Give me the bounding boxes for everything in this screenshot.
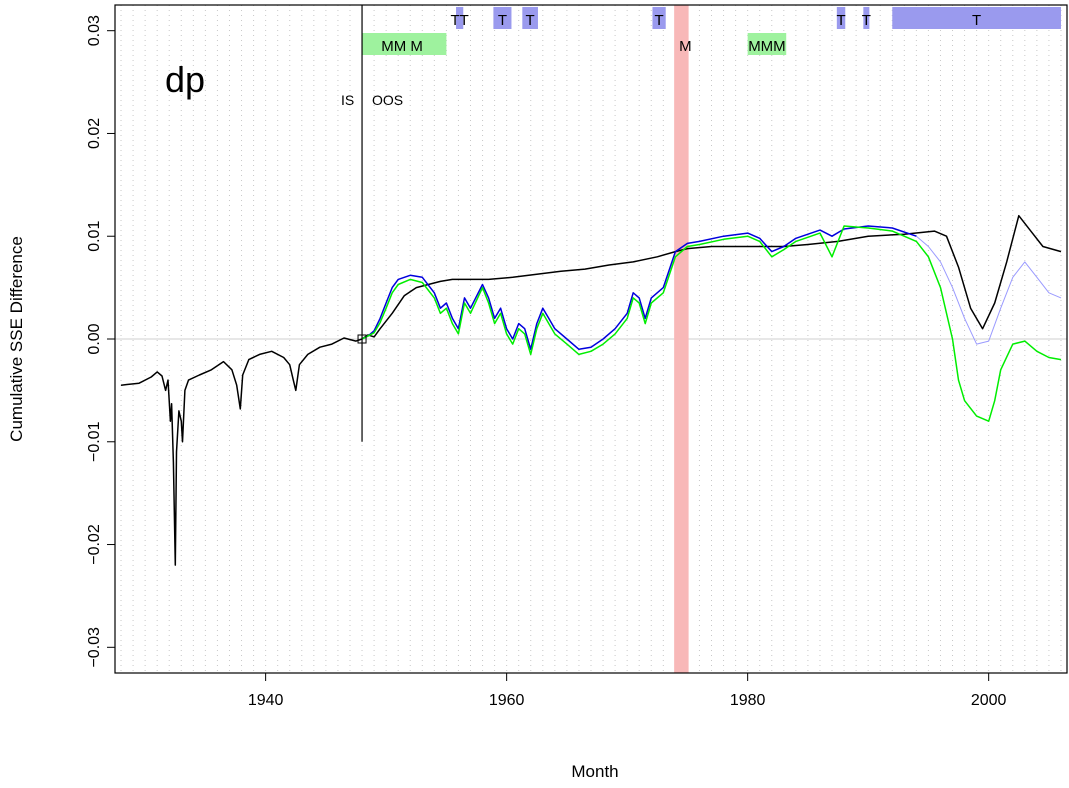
- m-band-label-1: MMM: [748, 38, 786, 55]
- t-band-label-4: T: [836, 12, 845, 29]
- t-band-label-2: T: [526, 12, 535, 29]
- is-label: IS: [341, 92, 354, 108]
- y-tick-label-0: −0.03: [86, 627, 103, 668]
- t-band-1: [493, 7, 512, 29]
- t-band-4: [836, 7, 846, 29]
- axes: 1940 1960 1980 2000 −0.03 −0.02 −0.01 0.00 0.01 0…: [86, 15, 1007, 709]
- x-axis-title: Month: [571, 762, 618, 781]
- m-band-label-0: MM M: [381, 38, 423, 55]
- m-band-1: [747, 33, 787, 55]
- x-tick-label-1980: 1980: [730, 692, 766, 709]
- t-band-label-6: T: [972, 12, 981, 29]
- period-bands: [362, 5, 1061, 673]
- t-band-6: [892, 7, 1061, 29]
- y-tick-label-3: 0.00: [86, 323, 103, 354]
- x-tick-label-1960: 1960: [489, 692, 525, 709]
- t-band-label-0: TT: [450, 12, 468, 29]
- oos-start-point: [357, 334, 367, 344]
- y-tick-label-4: 0.01: [86, 221, 103, 252]
- x-tick-label-2000: 2000: [971, 692, 1007, 709]
- t-band-5: [863, 7, 870, 29]
- y-axis-title: Cumulative SSE Difference: [7, 236, 26, 442]
- t-band-2: [522, 7, 538, 29]
- series-line-3: [361, 225, 1062, 422]
- grid-lines: [115, 5, 1067, 673]
- series-lines: [120, 214, 1062, 566]
- y-tick-label-2: −0.01: [86, 421, 103, 462]
- t-band-label-3: T: [655, 12, 664, 29]
- t-band-3: [652, 7, 666, 29]
- t-band-0: [456, 7, 464, 29]
- recession-band-label: M: [679, 38, 692, 55]
- t-band-label-5: T: [862, 12, 871, 29]
- y-tick-label-6: 0.03: [86, 15, 103, 46]
- oos-marker: [357, 5, 367, 442]
- series-line-2: [916, 235, 1062, 345]
- y-tick-label-5: 0.02: [86, 118, 103, 149]
- m-band-0: [362, 33, 447, 55]
- y-tick-label-1: −0.02: [86, 524, 103, 565]
- x-tick-label-1940: 1940: [248, 692, 284, 709]
- series-line-1: [361, 225, 917, 351]
- recession-band: [674, 5, 689, 673]
- t-band-label-1: T: [498, 12, 507, 29]
- panel-label: dp: [165, 59, 205, 100]
- oos-label: OOS: [372, 92, 403, 108]
